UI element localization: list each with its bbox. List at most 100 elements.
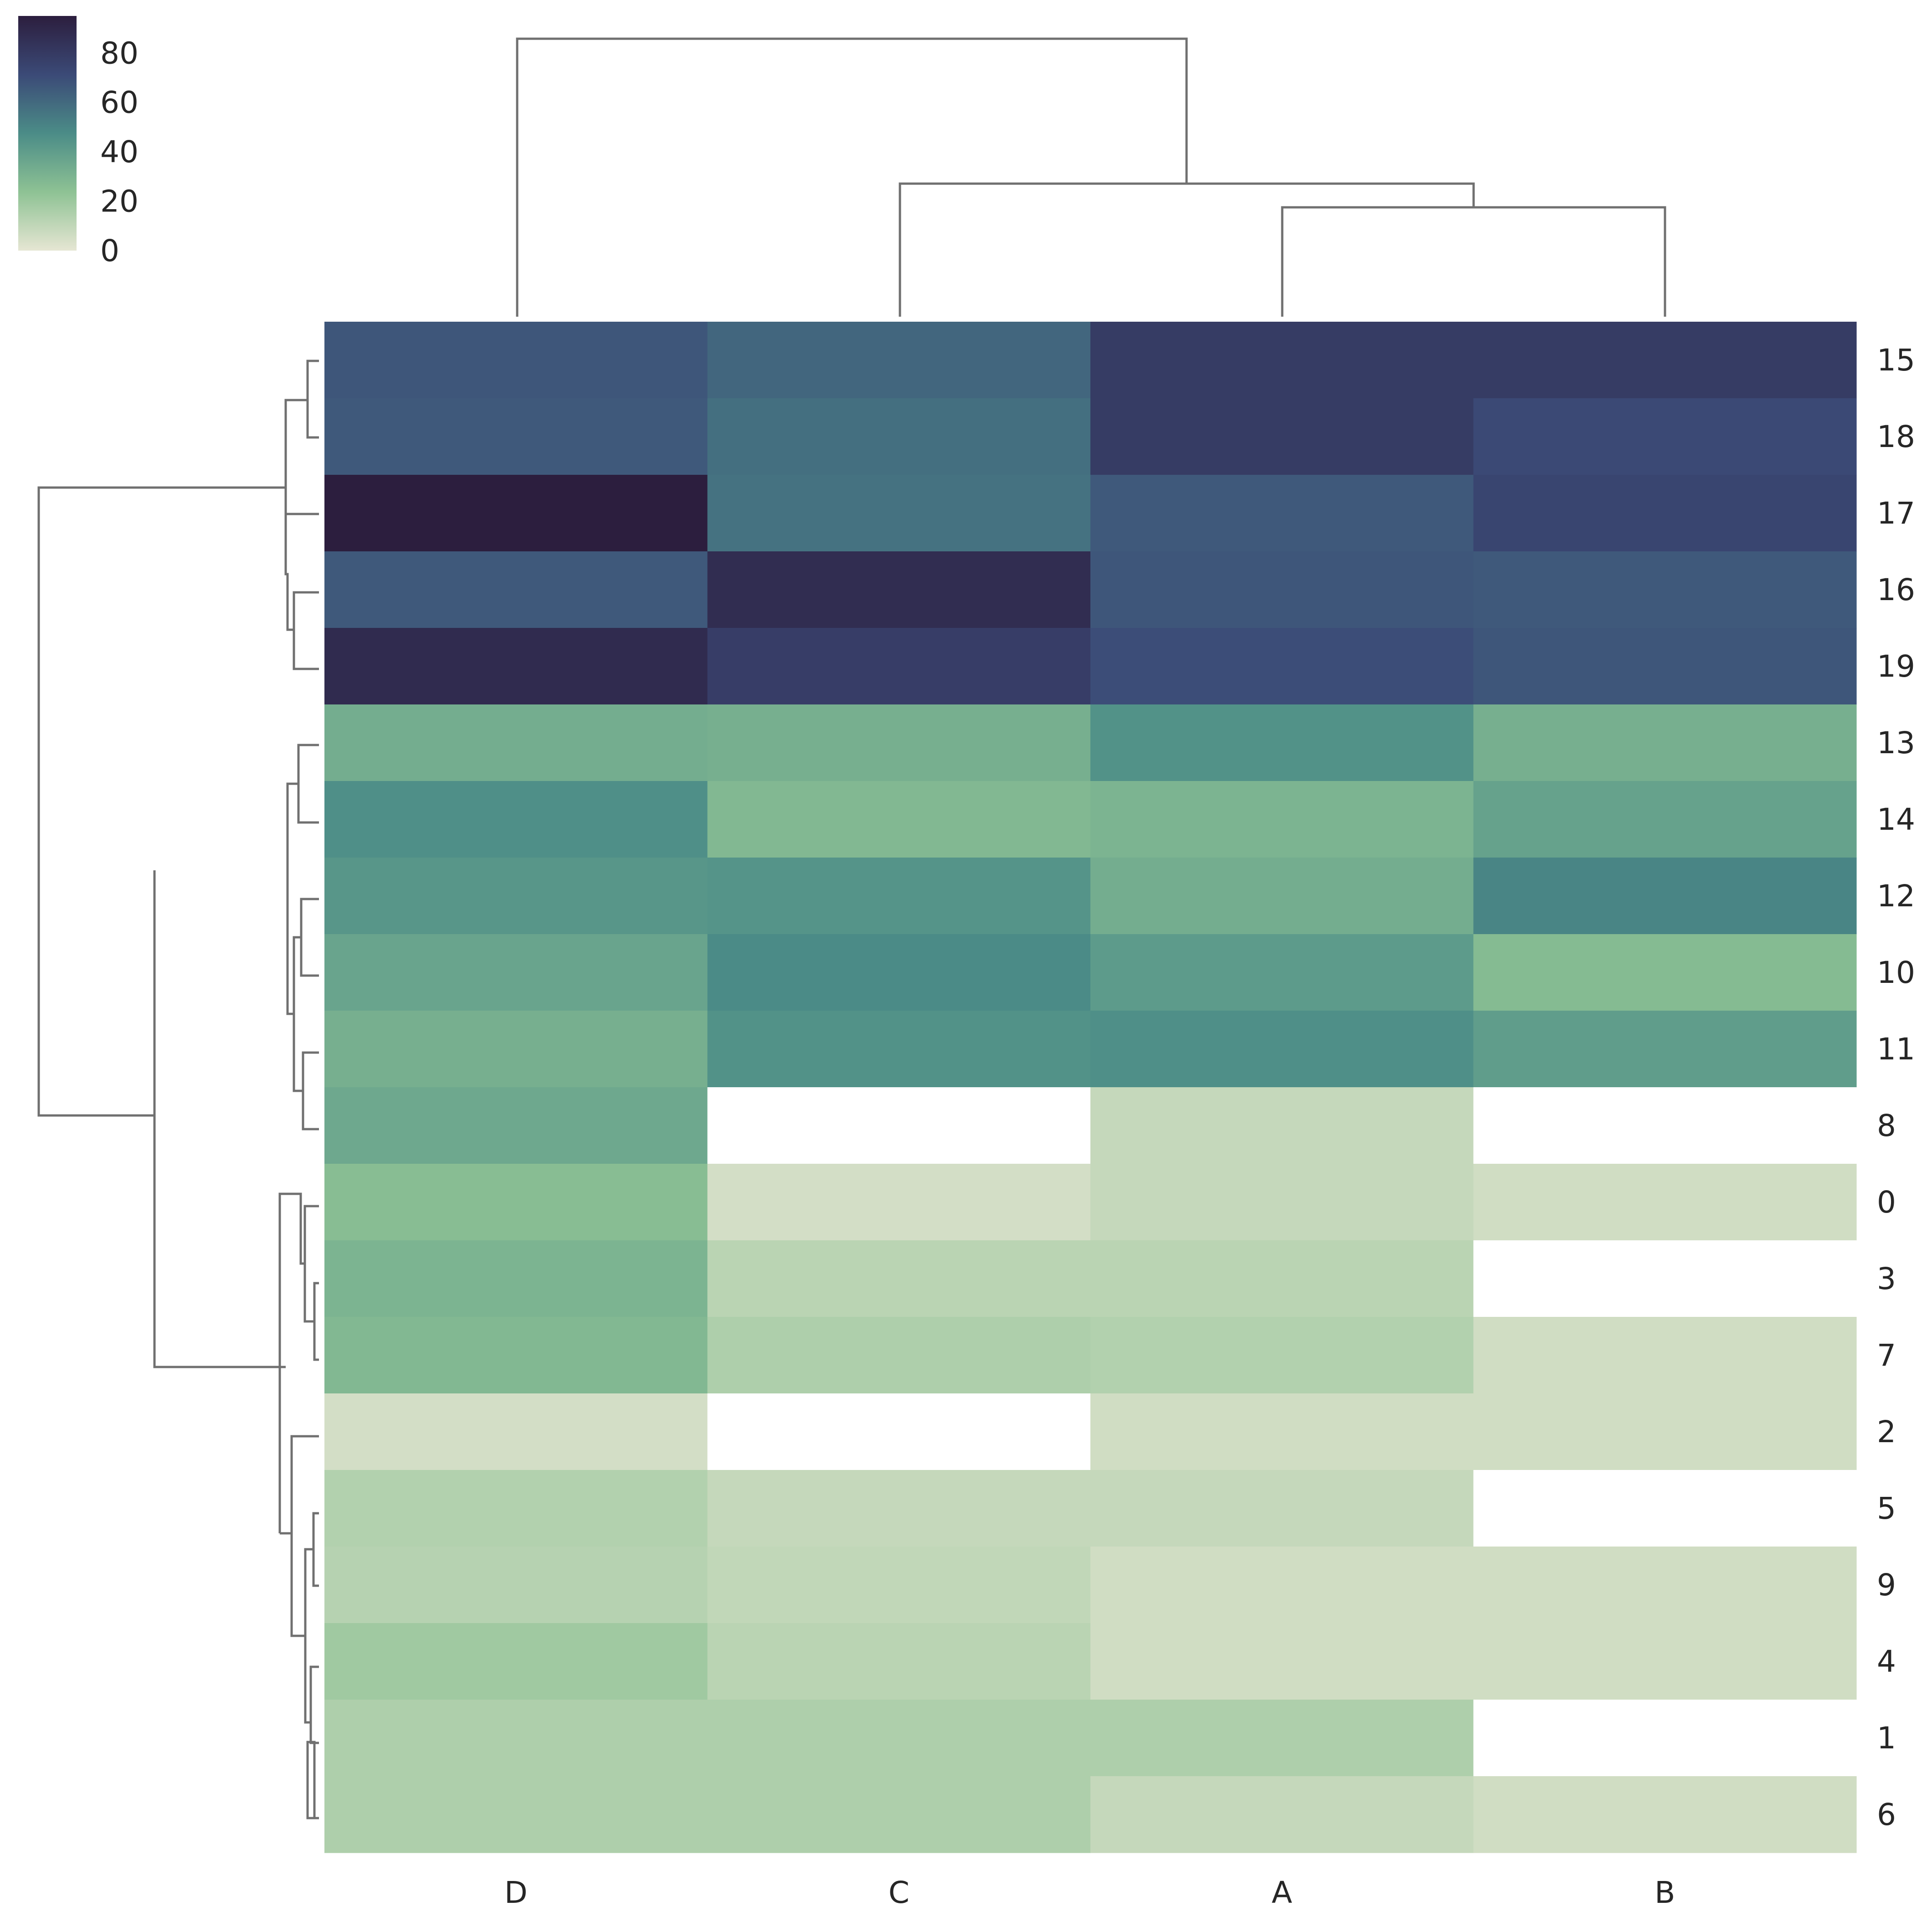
heatmap-cell-16-A — [1090, 551, 1474, 628]
row-label-18: 18 — [1877, 419, 1915, 454]
row-label-7: 7 — [1877, 1338, 1896, 1373]
row-label-2: 2 — [1877, 1414, 1896, 1449]
heatmap-cell-10-C — [707, 934, 1091, 1011]
row-label-11: 11 — [1877, 1032, 1915, 1067]
heatmap-cell-14-D — [324, 781, 708, 858]
heatmap-cell-12-D — [324, 858, 708, 935]
heatmap-cell-16-C — [707, 551, 1091, 628]
heatmap-cell-13-A — [1090, 704, 1474, 781]
row-label-14: 14 — [1877, 802, 1915, 837]
heatmap-cell-2-C — [707, 1393, 1091, 1470]
heatmap-cell-0-D — [324, 1164, 708, 1241]
row-label-6: 6 — [1877, 1797, 1896, 1832]
heatmap-cell-3-C — [707, 1240, 1091, 1317]
heatmap-cell-17-B — [1473, 475, 1857, 552]
column-label-A: A — [1272, 1875, 1292, 1910]
heatmap-cell-7-B — [1473, 1317, 1857, 1394]
heatmap-cell-18-B — [1473, 398, 1857, 475]
col-dendro-link-a-b — [1281, 206, 1666, 317]
heatmap-cell-13-B — [1473, 704, 1857, 781]
heatmap-cell-10-B — [1473, 934, 1857, 1011]
heatmap-cell-18-D — [324, 398, 708, 475]
colorbar-tick-label-40: 40 — [100, 134, 139, 170]
heatmap-cell-14-A — [1090, 781, 1474, 858]
colorbar: 0 20 40 60 80 — [18, 16, 139, 268]
heatmap-cell-5-B — [1473, 1470, 1857, 1547]
row-label-19: 19 — [1877, 649, 1915, 684]
heatmap-cell-1-B — [1473, 1700, 1857, 1777]
heatmap-cell-11-C — [707, 1011, 1091, 1088]
row-label-16: 16 — [1877, 572, 1915, 607]
heatmap-cell-15-B — [1473, 322, 1857, 399]
heatmap-cell-11-B — [1473, 1011, 1857, 1088]
colorbar-tick-label-0: 0 — [100, 233, 119, 268]
heatmap-cell-2-A — [1090, 1393, 1474, 1470]
colorbar-tick-label-20: 20 — [100, 184, 139, 219]
heatmap-cell-17-D — [324, 475, 708, 552]
heatmap-cell-1-C — [707, 1700, 1091, 1777]
heatmap-cell-8-B — [1473, 1087, 1857, 1164]
heatmap-cell-5-C — [707, 1470, 1091, 1547]
heatmap-cell-5-D — [324, 1470, 708, 1547]
heatmap-cell-14-C — [707, 781, 1091, 858]
row-label-4: 4 — [1877, 1644, 1896, 1679]
heatmap-cell-9-D — [324, 1547, 708, 1624]
heatmap — [324, 322, 1857, 1853]
row-label-17: 17 — [1877, 496, 1915, 531]
heatmap-cell-4-C — [707, 1623, 1091, 1700]
heatmap-cell-2-D — [324, 1393, 708, 1470]
row-label-0: 0 — [1877, 1185, 1896, 1220]
heatmap-cell-7-C — [707, 1317, 1091, 1394]
col-dendro-link-d-cab — [516, 37, 1188, 317]
heatmap-cell-18-A — [1090, 398, 1474, 475]
row-label-9: 9 — [1877, 1567, 1896, 1603]
heatmap-cell-15-A — [1090, 322, 1474, 399]
column-label-C: C — [889, 1875, 909, 1910]
column-label-B: B — [1655, 1875, 1675, 1910]
heatmap-cell-19-C — [707, 628, 1091, 705]
heatmap-cell-11-D — [324, 1011, 708, 1088]
row-label-5: 5 — [1877, 1491, 1896, 1526]
heatmap-cell-8-A — [1090, 1087, 1474, 1164]
heatmap-cell-2-B — [1473, 1393, 1857, 1470]
row-dendrogram — [37, 360, 319, 1819]
heatmap-cell-15-C — [707, 322, 1091, 399]
heatmap-cell-6-D — [324, 1776, 708, 1853]
heatmap-cell-19-B — [1473, 628, 1857, 705]
row-label-13: 13 — [1877, 725, 1915, 761]
heatmap-cell-6-C — [707, 1776, 1091, 1853]
heatmap-cell-3-B — [1473, 1240, 1857, 1317]
heatmap-cell-16-B — [1473, 551, 1857, 628]
heatmap-cell-4-A — [1090, 1623, 1474, 1700]
heatmap-cell-10-A — [1090, 934, 1474, 1011]
heatmap-cell-8-D — [324, 1087, 708, 1164]
heatmap-cell-19-D — [324, 628, 708, 705]
heatmap-cell-17-C — [707, 475, 1091, 552]
heatmap-cell-0-C — [707, 1164, 1091, 1241]
heatmap-cell-19-A — [1090, 628, 1474, 705]
heatmap-cell-17-A — [1090, 475, 1474, 552]
row-label-1: 1 — [1877, 1721, 1896, 1756]
heatmap-cell-0-B — [1473, 1164, 1857, 1241]
heatmap-cell-9-C — [707, 1547, 1091, 1624]
heatmap-cell-12-A — [1090, 858, 1474, 935]
heatmap-cell-13-D — [324, 704, 708, 781]
heatmap-cell-0-A — [1090, 1164, 1474, 1241]
heatmap-cell-1-A — [1090, 1700, 1474, 1777]
heatmap-cell-4-B — [1473, 1623, 1857, 1700]
heatmap-cell-13-C — [707, 704, 1091, 781]
heatmap-cell-9-A — [1090, 1547, 1474, 1624]
heatmap-cell-18-C — [707, 398, 1091, 475]
heatmap-cell-3-A — [1090, 1240, 1474, 1317]
row-label-3: 3 — [1877, 1261, 1896, 1296]
heatmap-cell-9-B — [1473, 1547, 1857, 1624]
row-label-10: 10 — [1877, 955, 1915, 990]
heatmap-cell-7-D — [324, 1317, 708, 1394]
heatmap-cell-8-C — [707, 1087, 1091, 1164]
row-label-12: 12 — [1877, 879, 1915, 914]
heatmap-cell-5-A — [1090, 1470, 1474, 1547]
heatmap-cell-11-A — [1090, 1011, 1474, 1088]
heatmap-cell-6-A — [1090, 1776, 1474, 1853]
